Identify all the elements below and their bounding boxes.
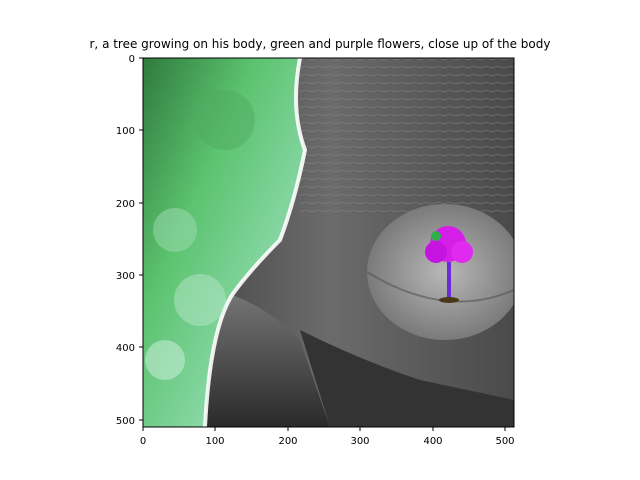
y-tick-label: 400 — [116, 343, 135, 354]
plot-frame — [142, 57, 515, 428]
purple-tree — [425, 226, 473, 303]
figure-title: r, a tree growing on his body, green and… — [90, 37, 551, 51]
y-tick-label: 100 — [116, 126, 135, 137]
generated-image — [143, 58, 514, 427]
y-tick-label: 0 — [129, 54, 135, 65]
x-tick-label: 0 — [140, 436, 146, 447]
x-tick-label: 500 — [495, 436, 514, 447]
x-tick-label: 100 — [205, 436, 224, 447]
y-tick-label: 300 — [116, 271, 135, 282]
x-axis: 0 100 200 300 400 500 — [140, 427, 515, 447]
y-axis: 0 100 200 300 400 500 — [116, 54, 143, 427]
x-tick-label: 400 — [423, 436, 442, 447]
x-tick-label: 200 — [278, 436, 297, 447]
y-tick-label: 200 — [116, 199, 135, 210]
y-tick-label: 500 — [116, 416, 135, 427]
x-tick-label: 300 — [350, 436, 369, 447]
